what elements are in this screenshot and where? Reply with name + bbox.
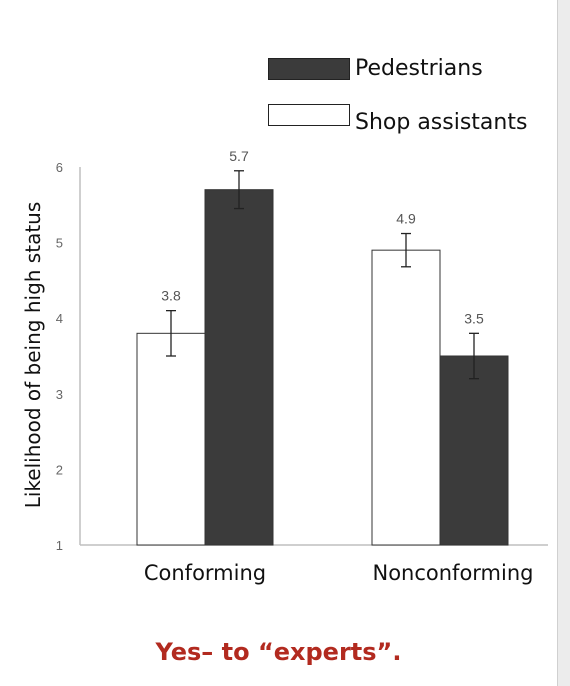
bar-pedestrians-nonconforming — [439, 355, 509, 546]
x-category-label: Conforming — [144, 561, 266, 585]
window-edge — [557, 0, 570, 686]
y-tick-label: 3 — [56, 387, 63, 402]
data-label: 5.7 — [229, 148, 249, 164]
x-category-label: Nonconforming — [372, 561, 533, 585]
data-label: 3.8 — [161, 288, 181, 304]
bar-pedestrians-conforming — [204, 189, 274, 546]
y-tick-label: 4 — [56, 311, 63, 326]
y-tick-label: 2 — [56, 462, 63, 477]
legend-label-shop-assistants: Shop assistants — [355, 110, 528, 135]
y-tick-label: 6 — [56, 160, 63, 175]
bar-shop-assistants-nonconforming — [371, 249, 441, 546]
legend-swatch-shop-assistants — [268, 104, 350, 126]
data-label: 4.9 — [396, 211, 416, 227]
bar-chart: 1 2 3 4 5 6 3.8 4.9 5.7 3.5 Conforming Nonconformin… — [56, 148, 548, 585]
legend-label-pedestrians: Pedestrians — [355, 56, 483, 81]
legend-swatch-pedestrians — [268, 58, 350, 80]
y-tick-label: 5 — [56, 236, 63, 251]
slide-caption: Yes– to “experts”. — [155, 638, 402, 666]
y-tick-label: 1 — [56, 538, 63, 553]
bar-shop-assistants-conforming — [136, 332, 206, 546]
data-label: 3.5 — [464, 310, 484, 326]
